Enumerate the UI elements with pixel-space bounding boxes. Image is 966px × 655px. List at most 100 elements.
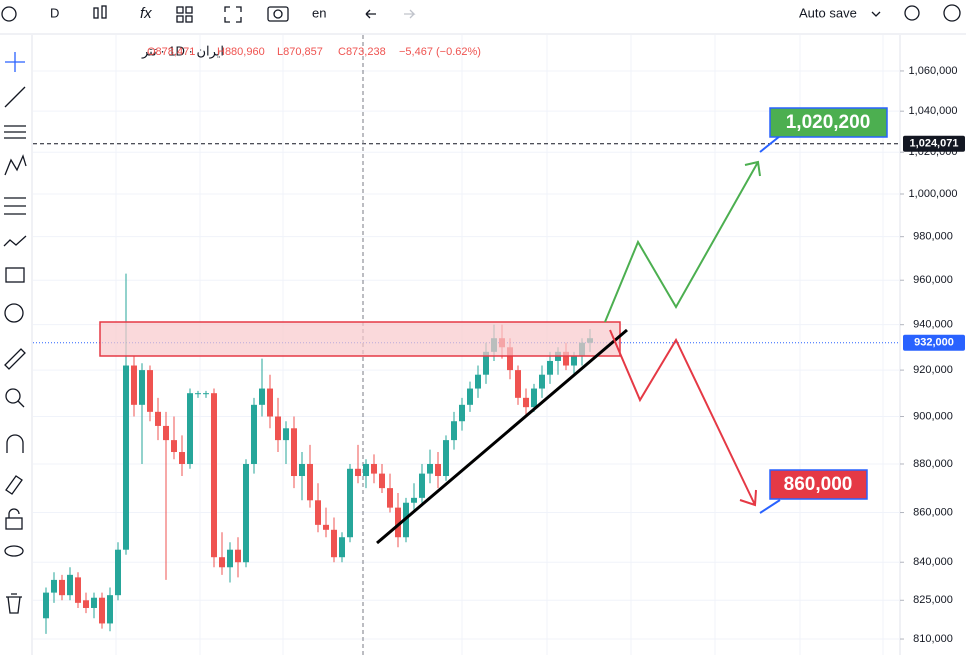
language[interactable]: en [312,5,326,20]
y-tick-label: 940,000 [913,319,953,331]
candle-body [363,463,369,477]
candle-body [467,388,473,405]
undo[interactable] [365,9,376,19]
price-label-box [903,135,965,152]
y-tick-label: 960,000 [913,274,953,286]
candle-body [203,393,209,395]
candle-body [571,356,577,366]
price-label-box [903,334,965,351]
target-down-box [769,469,868,500]
y-tick-label: 825,000 [913,594,953,606]
candle-body [307,463,313,501]
candle-body [563,351,569,366]
autosave[interactable]: Auto save [799,5,857,20]
candle-body [131,365,137,405]
candle-body [331,529,337,558]
indicators-icon[interactable]: fx [140,5,152,22]
ohlc-open: O878,471 [147,46,195,58]
candle-body [291,428,297,477]
candle-body [219,557,225,568]
candle-body [51,579,57,593]
alert-icon[interactable] [904,5,920,21]
fullscreen[interactable] [224,6,242,23]
resistance-zone [99,321,621,357]
price-label: 932,000 [914,337,954,349]
ohlc-high: H880,960 [217,46,265,58]
candle-body [99,597,105,624]
callout-pointer [759,499,781,514]
redo[interactable] [404,9,416,19]
candle-body [323,524,329,530]
y-tick-label: 880,000 [913,458,953,470]
chart-type[interactable] [93,5,107,19]
bullish-path [604,160,761,323]
candle-body [507,347,513,371]
settings-icon[interactable] [943,4,961,22]
ohlc-close: C873,238 [338,46,386,58]
candle-body [91,597,97,608]
candle-body [139,370,145,405]
candle-body [299,463,305,477]
candle-body [379,473,385,489]
candle-body [155,411,161,426]
candle-body [339,537,345,558]
candle-body [531,388,537,408]
candle-body [355,468,361,477]
candle-body [211,393,217,558]
add-symbol[interactable] [1,6,17,22]
candle-body [235,549,241,563]
autosave-caret[interactable] [871,11,881,17]
candle-body [83,600,89,608]
y-tick-label: 900,000 [913,410,953,422]
interval[interactable]: D [50,5,59,20]
candle-body [539,374,545,389]
target-down-label: 860,000 [784,474,853,495]
candle-body [371,463,377,474]
candle-body [123,365,129,550]
candle-body [419,473,425,498]
candle-body [387,488,393,508]
candle-body [251,404,257,464]
candle-body [187,393,193,464]
callout-pointer [759,135,781,153]
price-label: 1,024,071 [910,138,959,150]
y-tick-label: 810,000 [913,633,953,645]
candle-body [283,428,289,441]
y-tick-label: 1,000,000 [909,188,958,200]
ohlc-change: −5,467 (−0.62%) [399,46,481,58]
target-up-box [769,107,888,138]
symbol: ایران · 1D · تتر [141,43,224,59]
candle-body [427,463,433,474]
candle-body [451,421,457,441]
candle-body [315,500,321,525]
bearish-path [609,329,757,507]
candle-body [475,374,481,389]
candle-body [443,440,449,477]
target-up-label: 1,020,200 [786,112,871,133]
trend-line [376,328,628,545]
candle-body [67,574,73,596]
candle-body [347,468,353,538]
candle-body [515,370,521,398]
tool-icons[interactable] [3,52,27,614]
top-toolbar [0,0,966,34]
candle-body [59,579,65,596]
y-tick-label: 1,040,000 [909,105,958,117]
snapshot[interactable] [267,6,289,22]
candle-body [411,497,417,503]
candle-body [275,416,281,441]
candle-body [171,440,177,453]
candle-body [43,592,49,619]
candle-body [107,595,113,624]
candle-body [115,549,121,596]
y-tick-label: 840,000 [913,556,953,568]
candle-body [195,393,201,395]
left-toolbar [0,35,32,655]
candle-body [147,370,153,412]
layouts[interactable] [176,6,193,23]
candle-body [163,425,169,441]
candle-body [483,351,489,375]
y-tick-label: 920,000 [913,364,953,376]
candle-body [459,404,465,422]
